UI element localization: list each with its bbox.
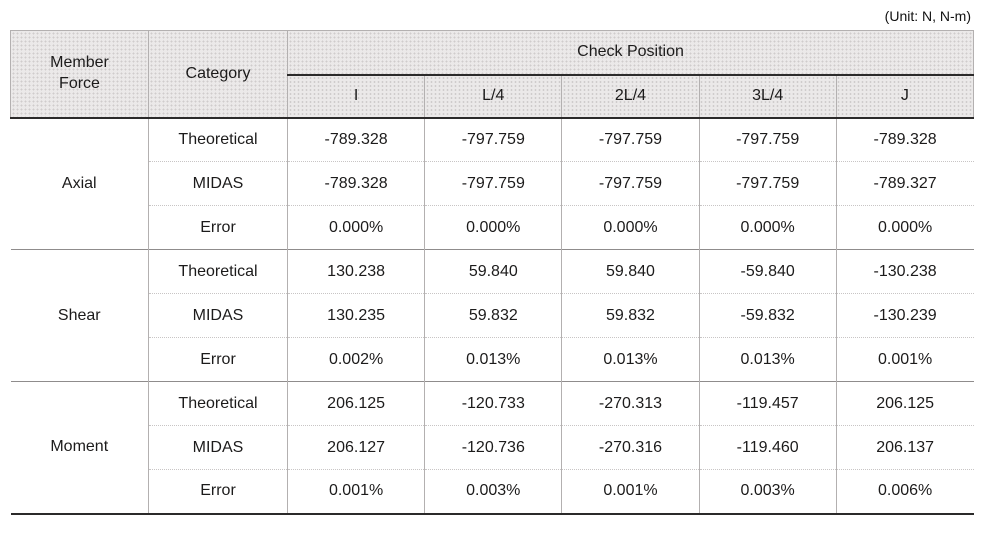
value-cell: -797.759 <box>698 117 837 162</box>
value-cell: 0.000% <box>835 205 974 250</box>
value-cell: 0.013% <box>561 337 700 382</box>
page: (Unit: N, N-m) Member Force Category Che… <box>10 0 975 515</box>
header-row-main: Member Force Category Check Position <box>10 30 974 119</box>
value-cell: -789.328 <box>286 161 425 206</box>
value-cell: -797.759 <box>698 161 837 206</box>
value-cell: -789.327 <box>835 161 974 206</box>
value-cell: 206.125 <box>286 381 425 426</box>
value-cell: 0.002% <box>286 337 425 382</box>
value-cell: 0.001% <box>835 337 974 382</box>
value-cell: 0.001% <box>286 469 425 515</box>
value-cell: -59.832 <box>698 293 837 338</box>
value-cell: -59.840 <box>698 249 837 294</box>
value-cell: 0.000% <box>424 205 562 250</box>
category-cell: MIDAS <box>148 425 288 470</box>
category-cell: Error <box>148 205 288 250</box>
header-member-force: Member Force <box>10 30 149 119</box>
header-row-positions: I L/4 2L/4 3L/4 J <box>11 74 975 119</box>
value-cell: 206.125 <box>835 381 974 426</box>
header-position-i: I <box>286 74 426 119</box>
value-cell: 59.832 <box>424 293 562 338</box>
value-cell: 0.003% <box>424 469 562 515</box>
value-cell: 0.001% <box>561 469 700 515</box>
group-moment: Moment Theoretical 206.125 -120.733 -270… <box>10 381 974 515</box>
header-check-position: Check Position <box>287 30 974 76</box>
header-position-2l4: 2L/4 <box>561 74 700 119</box>
value-cell: 59.840 <box>424 249 562 294</box>
value-cell: 59.840 <box>561 249 700 294</box>
table-row: Error 0.001% 0.003% 0.001% 0.003% 0.006% <box>11 469 974 515</box>
group-label-shear: Shear <box>10 249 149 382</box>
header-category: Category <box>148 30 288 119</box>
value-cell: 0.013% <box>698 337 837 382</box>
table-row: MIDAS 130.235 59.832 59.832 -59.832 -130… <box>11 293 974 338</box>
group-label-axial: Axial <box>10 117 149 250</box>
value-cell: -119.460 <box>698 425 837 470</box>
category-cell: Theoretical <box>148 117 288 162</box>
table-header: Member Force Category Check Position I L… <box>10 30 975 119</box>
value-cell: -797.759 <box>424 161 562 206</box>
table-row: MIDAS -789.328 -797.759 -797.759 -797.75… <box>11 161 974 206</box>
value-cell: 130.238 <box>286 249 425 294</box>
table-row: Axial Theoretical -789.328 -797.759 -797… <box>10 117 974 250</box>
value-cell: 206.127 <box>286 425 425 470</box>
value-cell: 0.013% <box>424 337 562 382</box>
value-cell: 0.006% <box>835 469 974 515</box>
value-cell: 0.003% <box>698 469 837 515</box>
category-cell: Theoretical <box>148 249 288 294</box>
value-cell: 206.137 <box>835 425 974 470</box>
value-cell: 59.832 <box>561 293 700 338</box>
header-position-l4: L/4 <box>424 74 563 119</box>
value-cell: -130.239 <box>835 293 974 338</box>
value-cell: 130.235 <box>286 293 425 338</box>
header-position-3l4: 3L/4 <box>698 74 837 119</box>
header-position-j: J <box>835 74 975 119</box>
value-cell: -797.759 <box>561 161 700 206</box>
table-row: Error 0.002% 0.013% 0.013% 0.013% 0.001% <box>11 337 974 382</box>
unit-label: (Unit: N, N-m) <box>884 8 971 24</box>
value-cell: 0.000% <box>698 205 837 250</box>
category-cell: Error <box>148 469 288 515</box>
results-table: Member Force Category Check Position I L… <box>10 30 975 515</box>
value-cell: -130.238 <box>835 249 974 294</box>
value-cell: -119.457 <box>698 381 837 426</box>
group-shear: Shear Theoretical 130.238 59.840 59.840 … <box>10 249 974 382</box>
table-row: Error 0.000% 0.000% 0.000% 0.000% 0.000% <box>11 205 974 250</box>
category-cell: Theoretical <box>148 381 288 426</box>
value-cell: 0.000% <box>561 205 700 250</box>
table-row: Shear Theoretical 130.238 59.840 59.840 … <box>10 249 974 382</box>
value-cell: -797.759 <box>424 117 562 162</box>
table-row: Moment Theoretical 206.125 -120.733 -270… <box>10 381 974 515</box>
category-cell: Error <box>148 337 288 382</box>
value-cell: -270.316 <box>561 425 700 470</box>
category-cell: MIDAS <box>148 161 288 206</box>
value-cell: -797.759 <box>561 117 700 162</box>
value-cell: 0.000% <box>286 205 425 250</box>
category-cell: MIDAS <box>148 293 288 338</box>
table-row: MIDAS 206.127 -120.736 -270.316 -119.460… <box>11 425 974 470</box>
group-axial: Axial Theoretical -789.328 -797.759 -797… <box>10 117 974 250</box>
group-label-moment: Moment <box>10 381 149 515</box>
value-cell: -270.313 <box>561 381 700 426</box>
header-member-force-label: Member Force <box>50 53 109 92</box>
value-cell: -789.328 <box>835 117 974 162</box>
value-cell: -120.733 <box>424 381 562 426</box>
value-cell: -789.328 <box>286 117 425 162</box>
value-cell: -120.736 <box>424 425 562 470</box>
